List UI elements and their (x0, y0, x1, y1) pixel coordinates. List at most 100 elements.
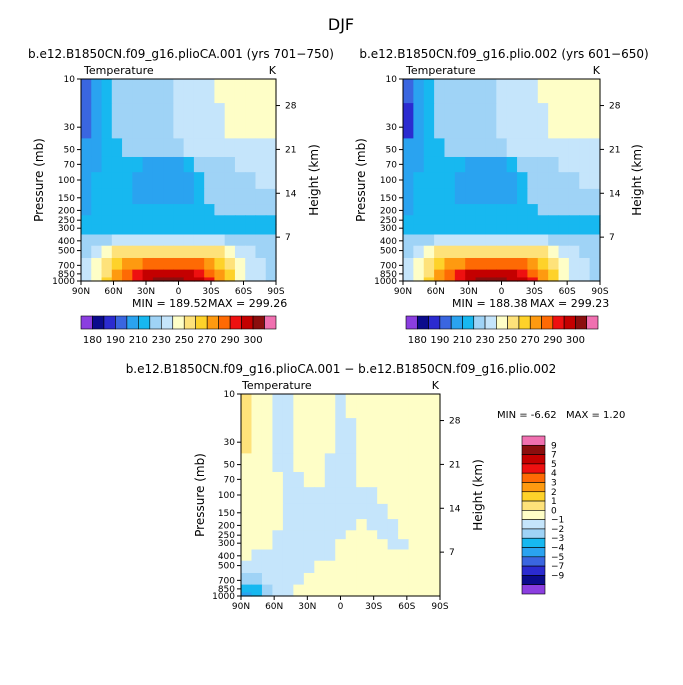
contour-cell (314, 394, 326, 419)
contour-cell (398, 453, 410, 473)
colorbar-swatch (521, 547, 546, 558)
colorbar-swatch (428, 315, 441, 330)
colorbar-swatch (439, 315, 452, 330)
latitude-tick-label: 30S (526, 287, 543, 297)
pressure-tick-label: 10 (386, 75, 398, 85)
contour-cell (589, 269, 601, 279)
contour-cell (152, 204, 164, 216)
contour-cell (537, 277, 549, 282)
contour-cell (377, 519, 389, 531)
contour-cell (241, 560, 253, 574)
contour-cell (101, 188, 113, 205)
contour-cell (173, 103, 185, 139)
colorbar-swatch (507, 315, 520, 330)
contour-cell (214, 138, 226, 158)
contour-cell (152, 234, 164, 247)
contour-cell (403, 204, 414, 216)
contour-cell (163, 103, 174, 139)
contour-cell (537, 188, 549, 205)
colorbar-label: 7 (551, 451, 557, 461)
contour-cell (377, 592, 389, 597)
contour-cell (589, 245, 601, 259)
contour-cell (142, 277, 154, 282)
contour-cell (183, 224, 195, 236)
contour-cell (303, 418, 315, 454)
contour-cell (272, 503, 284, 520)
contour-cell (265, 234, 277, 247)
contour-cell (255, 257, 267, 271)
contour-cell (527, 224, 539, 236)
contour-cell (387, 572, 399, 586)
height-tick-label: 21 (285, 145, 296, 155)
contour-cell (122, 79, 133, 104)
colorbar-label: 210 (453, 335, 472, 346)
contour-cell (241, 592, 253, 597)
contour-cell (293, 519, 305, 531)
contour-cell (303, 560, 315, 574)
contour-cell (506, 188, 518, 205)
contour-cell (419, 471, 431, 488)
contour-cell (245, 156, 257, 173)
latitude-tick-label: 90S (591, 287, 608, 297)
contour-cell (251, 530, 263, 540)
contour-cell (142, 79, 154, 104)
contour-cell (163, 156, 174, 173)
colorbar-swatch (405, 315, 418, 330)
contour-cell (255, 188, 267, 205)
contour-cell (387, 592, 399, 597)
colorbar-swatch (521, 519, 546, 530)
contour-cell (241, 503, 253, 520)
contour-cell (173, 277, 185, 282)
contour-cell (366, 549, 378, 562)
contour-cell (366, 519, 378, 531)
contour-cell (485, 234, 497, 247)
pressure-tick-label: 10 (224, 390, 236, 400)
contour-cell (101, 156, 113, 173)
contour-cell (335, 539, 347, 551)
colorbar-swatch (521, 482, 546, 493)
pressure-tick-label: 400 (218, 552, 235, 562)
contour-cell (413, 204, 425, 216)
contour-cell (403, 245, 414, 259)
colorbar-swatch (206, 315, 219, 330)
variable-label: Temperature (83, 64, 154, 77)
contour-cell (527, 79, 539, 104)
contour-cell (255, 269, 267, 279)
contour-cell (132, 245, 144, 259)
contour-cell (558, 188, 570, 205)
contour-cell (387, 519, 399, 531)
contour-cell (558, 204, 570, 216)
contour-cell (163, 277, 174, 282)
contour-cell (255, 79, 267, 104)
contour-panel-left: b.e12.B1850CN.f09_g16.plioCA.001 (yrs 70… (28, 47, 334, 346)
contour-cell (423, 156, 435, 173)
contour-cell (245, 79, 257, 104)
contour-cell (579, 234, 591, 247)
contour-cell (568, 156, 580, 173)
contour-cell (324, 471, 336, 488)
colorbar-label: −7 (551, 562, 564, 572)
contour-cell (419, 503, 431, 520)
contour-cell (429, 519, 441, 531)
contour-cell (245, 234, 257, 247)
contour-cell (387, 394, 399, 419)
colorbar-swatch (521, 528, 546, 539)
contour-cell (245, 172, 257, 190)
contour-cell (224, 188, 236, 205)
contour-cell (434, 234, 446, 247)
contour-cell (589, 215, 601, 225)
contour-cell (568, 172, 580, 190)
contour-cell (356, 487, 368, 505)
contour-cell (282, 530, 294, 540)
contour-cell (496, 204, 508, 216)
contour-cell (568, 269, 580, 279)
contour-cell (173, 215, 185, 225)
max-label: MAX = 299.23 (530, 297, 609, 310)
contour-cell (81, 257, 92, 271)
contour-cell (517, 138, 529, 158)
contour-cell (377, 560, 389, 574)
contour-cell (272, 560, 284, 574)
contour-cell (214, 257, 226, 271)
latitude-tick-label: 60S (398, 602, 415, 612)
contour-cell (152, 79, 164, 104)
